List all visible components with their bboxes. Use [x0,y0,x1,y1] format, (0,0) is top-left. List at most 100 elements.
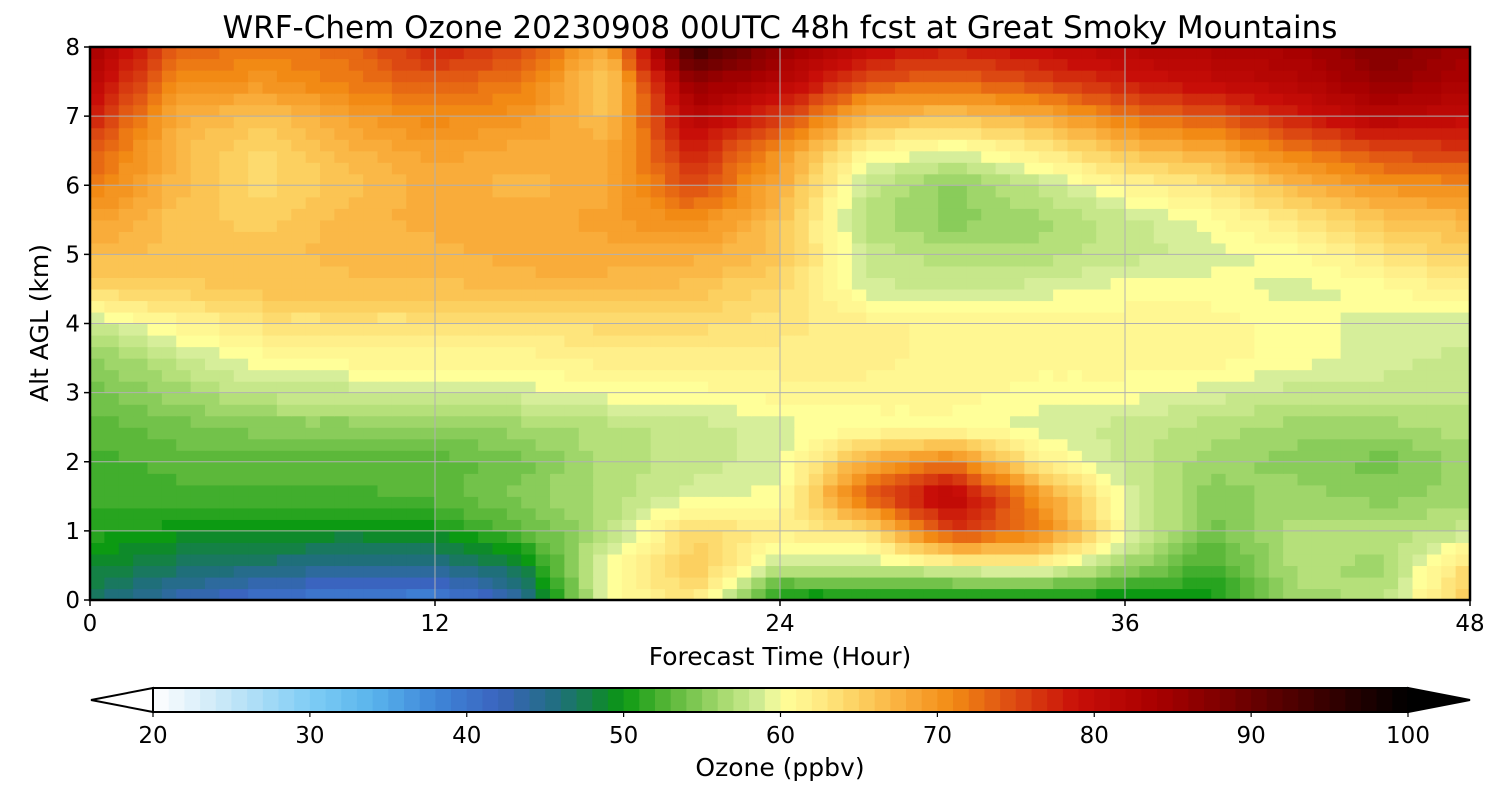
heatmap-cell [1081,81,1097,94]
heatmap-cell [593,231,609,244]
heatmap-cell [780,139,795,152]
colorbar-swatch [749,688,766,712]
heatmap-cell [679,93,695,106]
heatmap-cell [1196,542,1212,555]
heatmap-cell [808,450,824,463]
heatmap-cell [363,265,379,279]
heatmap-cell [722,208,738,221]
heatmap-cell [334,369,350,382]
heatmap-cell [233,196,249,209]
heatmap-cell [851,381,867,394]
heatmap-cell [233,369,249,382]
heatmap-cell [1053,392,1069,405]
heatmap-cell [1081,565,1097,578]
heatmap-cell [1297,104,1313,117]
heatmap-cell [708,392,724,405]
heatmap-cell [1254,461,1270,474]
heatmap-cell [190,507,206,520]
heatmap-cell [823,81,839,94]
heatmap-cell [550,150,565,163]
heatmap-cell [636,450,652,463]
heatmap-cell [219,461,235,474]
heatmap-cell [1283,392,1299,405]
heatmap-cell [966,450,982,463]
heatmap-cell [966,47,982,60]
heatmap-cell [564,530,580,543]
heatmap-cell [248,288,264,302]
heatmap-cell [909,139,925,152]
heatmap-cell [578,415,594,428]
heatmap-cell [1225,70,1241,83]
heatmap-cell [1225,519,1241,532]
heatmap-cell [190,58,206,71]
heatmap-cell [981,265,997,279]
heatmap-cell [1024,208,1040,221]
heatmap-cell [1297,450,1313,463]
heatmap-cell [492,392,508,405]
heatmap-cell [1139,530,1155,543]
heatmap-cell [506,450,522,463]
heatmap-cell [966,265,982,279]
heatmap-cell [506,116,522,129]
heatmap-cell [621,335,637,348]
heatmap-cell [1340,461,1356,474]
heatmap-cell [1383,93,1399,106]
heatmap-cell [1254,507,1270,520]
heatmap-cell [593,346,609,359]
heatmap-cell [104,427,120,440]
heatmap-cell [1153,81,1169,94]
heatmap-cell [823,219,839,232]
heatmap-cell [1355,461,1370,474]
heatmap-cell [665,277,680,290]
heatmap-cell [593,173,609,186]
heatmap-cell [1139,265,1155,279]
heatmap-cell [1010,496,1025,509]
heatmap-cell [708,173,724,186]
heatmap-cell [550,496,565,509]
heatmap-cell [1010,116,1025,129]
heatmap-cell [1383,173,1399,186]
heatmap-cell [693,150,709,163]
heatmap-cell [1441,415,1457,428]
heatmap-cell [1455,311,1471,325]
heatmap-cell [1311,323,1327,336]
heatmap-cell [550,484,565,497]
heatmap-cell [952,116,968,129]
heatmap-cell [938,104,954,117]
heatmap-cell [679,369,695,382]
heatmap-cell [435,335,450,348]
heatmap-cell [923,58,939,71]
heatmap-cell [708,242,724,255]
heatmap-cell [564,450,580,463]
heatmap-cell [161,277,177,290]
heatmap-cell [435,300,450,313]
heatmap-cell [1153,185,1169,198]
heatmap-cell [1383,588,1399,601]
heatmap-cell [693,473,709,486]
heatmap-cell [794,81,810,94]
heatmap-cell [808,127,824,140]
heatmap-cell [823,427,839,440]
heatmap-cell [923,173,939,186]
heatmap-cell [1225,196,1241,209]
heatmap-cell [1139,104,1155,117]
heatmap-cell [851,47,867,60]
heatmap-cell [535,196,551,209]
heatmap-cell [1038,127,1054,140]
heatmap-cell [1326,185,1342,198]
heatmap-cell [1398,208,1414,221]
heatmap-cell [449,335,465,348]
heatmap-cell [665,311,680,325]
heatmap-cell [1369,104,1385,117]
heatmap-cell [880,473,896,486]
heatmap-cell [966,127,982,140]
heatmap-cell [550,265,565,279]
heatmap-cell [1139,358,1155,371]
colorbar-swatch [1094,688,1111,712]
heatmap-cell [923,415,939,428]
heatmap-cell [291,358,307,371]
heatmap-cell [866,162,882,175]
heatmap-cell [535,576,551,590]
heatmap-cell [334,81,350,94]
heatmap-cell [693,530,709,543]
